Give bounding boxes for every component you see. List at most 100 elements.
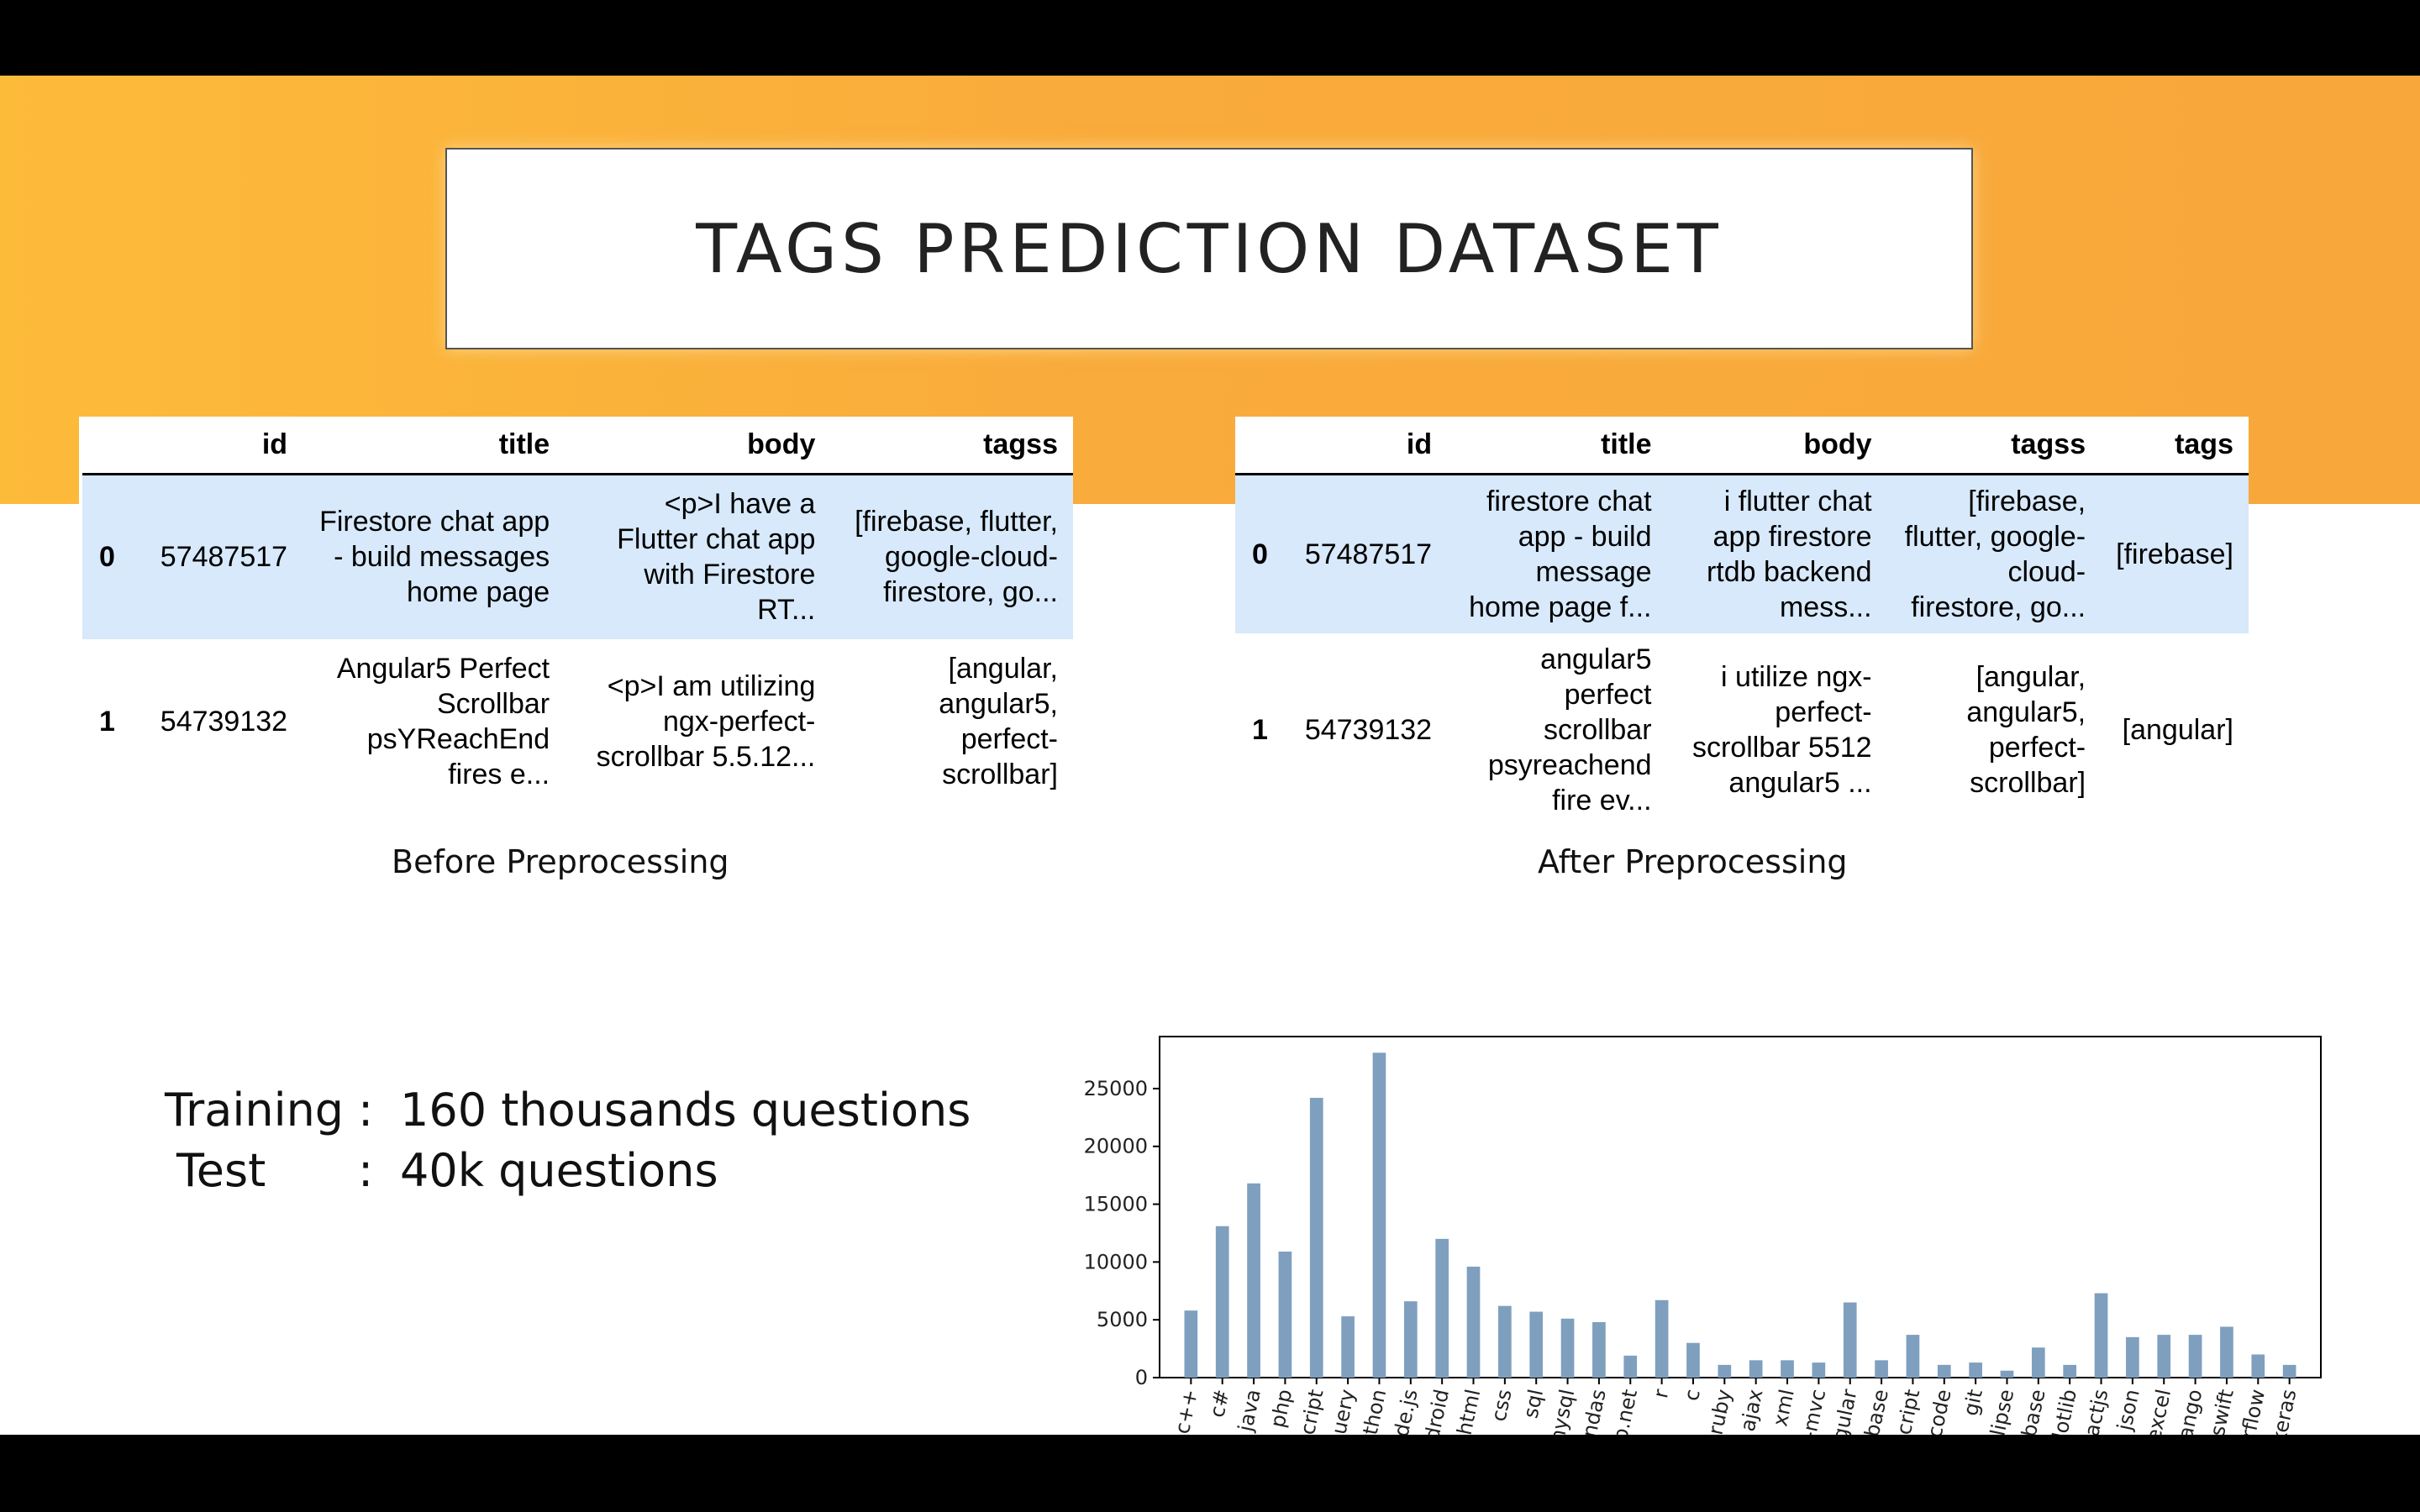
x-tick-label: git: [1959, 1387, 1987, 1417]
cell-tags: [angular]: [2122, 714, 2233, 746]
cell-tagss: [firebase, flutter, google-cloud-firesto…: [830, 474, 1073, 639]
bar-android: [1435, 1238, 1449, 1378]
row-index: 1: [99, 705, 115, 738]
x-tick-label: mysql: [1544, 1387, 1579, 1435]
cell-body: i utilize ngx-perfect-scrollbar 5512 ang…: [1691, 661, 1872, 799]
cell-id: 54739132: [160, 705, 288, 738]
y-tick-label: 5000: [1097, 1308, 1148, 1331]
x-tick-label: ajax: [1736, 1387, 1768, 1433]
bar-ruby: [1718, 1364, 1732, 1378]
cell-body: i flutter chat app firestore rtdb backen…: [1666, 474, 1887, 633]
x-tick-label: keras: [2267, 1387, 2302, 1435]
column-header-tags: tags: [2175, 428, 2233, 460]
column-header-title: title: [498, 428, 550, 460]
cell-tagss: [angular, angular5, perfect-scrollbar]: [1966, 661, 2086, 799]
bar-jquery: [1341, 1316, 1355, 1378]
bar-tensorflow: [2251, 1354, 2265, 1378]
cell-tagss: [angular, angular5, perfect-scrollbar]: [939, 652, 1058, 790]
y-tick-label: 20000: [1084, 1135, 1148, 1158]
cell-id: 57487517: [145, 474, 303, 639]
bar-asp.net-mvc: [1812, 1362, 1826, 1378]
bar-c#: [1215, 1226, 1229, 1378]
x-tick-label: c#: [1205, 1387, 1234, 1419]
bar-django: [2188, 1335, 2202, 1378]
bar-firebase: [2031, 1347, 2045, 1378]
x-tick-label: html: [1453, 1387, 1486, 1435]
cell-tags: [firebase]: [2101, 474, 2249, 633]
bar-database: [1875, 1360, 1888, 1378]
bar-r: [1655, 1299, 1669, 1378]
column-header-tagss: tagss: [983, 428, 1058, 460]
bar-json: [2126, 1336, 2139, 1378]
after-table: id title body tagss tags 0 57487517 fire…: [1235, 417, 2249, 827]
before-caption: Before Preprocessing: [392, 843, 729, 880]
x-tick-label: r: [1649, 1387, 1673, 1400]
plot-area-frame: [1159, 1036, 2322, 1378]
bar-swift: [2220, 1326, 2233, 1378]
x-tick-label: c++: [1171, 1387, 1202, 1435]
bar-pandas: [1592, 1321, 1606, 1378]
column-header-body: body: [747, 428, 816, 460]
cell-body: <p>I am utilizing ngx-perfect-scrollbar …: [596, 669, 816, 773]
x-tick-label: jquery: [1323, 1387, 1360, 1435]
bar-asp.net: [1623, 1355, 1638, 1378]
bar-keras: [2282, 1364, 2296, 1378]
bar-angular: [1843, 1302, 1857, 1378]
y-tick-label: 25000: [1084, 1077, 1148, 1100]
table-row: 1 54739132 Angular5 Perfect Scrollbar ps…: [82, 639, 1073, 804]
y-tick-label: 15000: [1084, 1193, 1148, 1216]
column-header-title: title: [1601, 428, 1652, 460]
x-tick-label: django: [2170, 1387, 2207, 1435]
before-table: id title body tagss 0 57487517 Firestore…: [82, 417, 1073, 804]
x-tick-label: css: [1486, 1387, 1516, 1423]
table-row: 0 57487517 firestore chat app - build me…: [1235, 474, 2249, 633]
before-table-panel: id title body tagss 0 57487517 Firestore…: [79, 417, 1073, 790]
training-stat: Training : 160 thousands questions: [165, 1080, 971, 1141]
bar-python: [1372, 1053, 1386, 1378]
row-index: 0: [82, 474, 145, 639]
after-table-panel: id title body tagss tags 0 57487517 fire…: [1235, 417, 2249, 816]
table-row: 1 54739132 angular5 perfect scrollbar ps…: [1235, 633, 2249, 827]
cell-title: firestore chat app - build message home …: [1447, 474, 1667, 633]
x-tick-label: c: [1680, 1387, 1705, 1403]
x-tick-label: json: [2112, 1387, 2144, 1433]
cell-title: Firestore chat app - build messages home…: [302, 474, 566, 639]
table-header-row: id title body tagss tags: [1235, 417, 2249, 475]
bar-git: [1969, 1362, 1982, 1378]
bar-c++: [1184, 1310, 1198, 1378]
x-tick-label: swift: [2206, 1387, 2238, 1435]
bar-matplotlib: [2063, 1364, 2077, 1378]
cell-id: 54739132: [1304, 714, 1433, 746]
column-header-id: id: [1406, 428, 1433, 460]
index-header: [82, 417, 145, 475]
bar-node.js: [1403, 1301, 1418, 1378]
after-caption: After Preprocessing: [1538, 843, 1848, 880]
bar-javascript: [1309, 1097, 1323, 1378]
bar-css: [1498, 1305, 1512, 1378]
x-tick-label: php: [1265, 1387, 1297, 1430]
slide: TAGS PREDICTION DATASET id title body ta…: [0, 76, 2420, 1435]
cell-id: 57487517: [1289, 474, 1448, 633]
x-tick-label: sql: [1519, 1387, 1549, 1420]
slide-title: TAGS PREDICTION DATASET: [696, 209, 1723, 288]
cell-tagss: [firebase, flutter, google-cloud-firesto…: [1886, 474, 2102, 633]
test-separator: :: [358, 1144, 374, 1197]
training-separator: :: [358, 1084, 374, 1137]
bar-typescript: [1906, 1335, 1920, 1378]
bar-xcode: [1937, 1364, 1951, 1378]
bar-reactjs: [2094, 1293, 2108, 1378]
bar-eclipse: [2000, 1370, 2014, 1378]
x-tick-label: xcode: [1920, 1387, 1955, 1435]
column-header-tagss: tagss: [2011, 428, 2086, 460]
column-header-id: id: [261, 428, 288, 460]
bar-sql: [1529, 1311, 1544, 1378]
y-tick-label: 0: [1135, 1366, 1148, 1389]
table-row: 0 57487517 Firestore chat app - build me…: [82, 474, 1073, 639]
bar-mysql: [1560, 1318, 1575, 1378]
test-value: 40k questions: [400, 1144, 718, 1197]
training-value: 160 thousands questions: [400, 1084, 971, 1137]
x-tick-label: excel: [2142, 1387, 2175, 1435]
column-header-body: body: [1803, 428, 1872, 460]
bar-java: [1247, 1183, 1260, 1378]
bar-excel: [2157, 1335, 2171, 1378]
